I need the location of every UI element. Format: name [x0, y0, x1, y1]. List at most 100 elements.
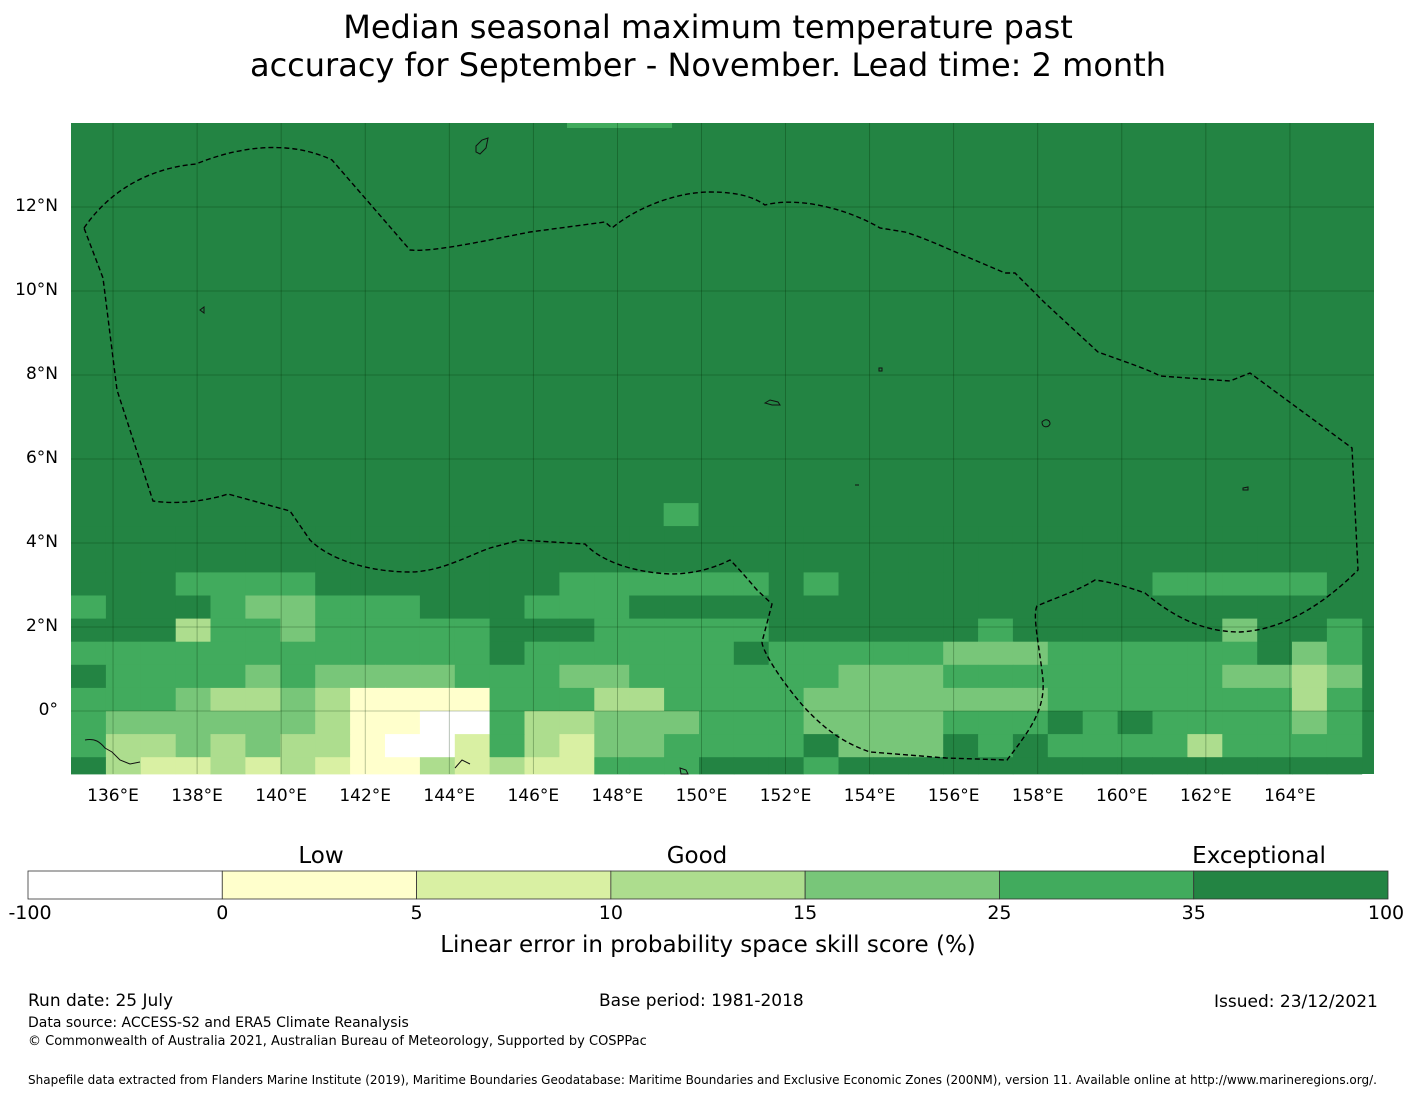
- grid-cell: [978, 549, 1014, 573]
- grid-cell: [315, 757, 351, 775]
- grid-cell: [1326, 641, 1363, 666]
- colorbar-segments: [27, 870, 1389, 900]
- grid-cell: [245, 757, 281, 775]
- grid-cell: [280, 595, 316, 619]
- colorbar-segment: [416, 870, 612, 900]
- grid-cell: [140, 618, 177, 643]
- grid-cell: [1222, 572, 1258, 596]
- grid-cell: [454, 549, 491, 573]
- grid-cell: [1012, 711, 1049, 735]
- grid-cell: [1292, 572, 1328, 596]
- chart-title-line2: accuracy for September - November. Lead …: [249, 46, 1167, 84]
- grid-cell: [350, 595, 386, 619]
- grid-cell: [175, 711, 211, 735]
- colorbar-tick-label: 15: [793, 902, 818, 924]
- grid-cell: [1082, 618, 1118, 643]
- grid-cell: [1047, 664, 1084, 689]
- grid-cell: [1326, 757, 1363, 775]
- grid-cell: [629, 687, 665, 712]
- grid-cell: [733, 757, 770, 775]
- grid-cell: [559, 595, 595, 619]
- grid-cell: [1292, 687, 1328, 712]
- grid-cell: [1292, 549, 1328, 573]
- grid-cell: [978, 618, 1014, 643]
- grid-cell: [210, 526, 246, 550]
- grid-cell: [454, 641, 491, 666]
- grid-cell: [1292, 664, 1328, 689]
- grid-cell: [1152, 618, 1188, 643]
- latitude-label: 8°N: [25, 364, 58, 384]
- grid-cell: [1047, 526, 1084, 550]
- longitude-label: 154°E: [843, 786, 896, 806]
- grid-cell: [385, 526, 421, 550]
- longitude-label: 152°E: [759, 786, 812, 806]
- grid-cell: [1152, 687, 1188, 712]
- grid-cell: [1117, 664, 1153, 689]
- grid-cell: [385, 711, 421, 735]
- grid-cell: [838, 734, 874, 758]
- copyright: © Commonwealth of Australia 2021, Austra…: [28, 1034, 647, 1049]
- grid-cell: [594, 641, 630, 666]
- longitude-label: 146°E: [507, 786, 560, 806]
- category-exceptional: Exceptional: [1192, 843, 1326, 869]
- grid-cell: [1257, 711, 1293, 735]
- grid-cell: [1082, 757, 1118, 775]
- grid-cell: [1047, 618, 1084, 643]
- grid-cell: [1117, 641, 1153, 666]
- grid-cell: [524, 595, 560, 619]
- grid-cell: [105, 711, 142, 735]
- grid-cell: [1117, 526, 1153, 550]
- grid-cell: [1047, 734, 1084, 758]
- grid-cell: [385, 734, 421, 758]
- grid-cell: [1117, 572, 1153, 596]
- grid-cell: [733, 711, 770, 735]
- grid-cell: [489, 757, 525, 775]
- grid-cell: [105, 757, 142, 775]
- grid-cell: [489, 734, 525, 758]
- skill-grid-cells: [71, 123, 1374, 775]
- grid-cell: [978, 711, 1014, 735]
- grid-cell: [1257, 549, 1293, 573]
- grid-cell: [350, 572, 386, 596]
- grid-cell: [664, 595, 700, 619]
- grid-cell: [1012, 595, 1049, 619]
- grid-cell: [1047, 595, 1084, 619]
- grid-cell: [629, 618, 665, 643]
- grid-cell: [71, 711, 107, 735]
- grid-cell: [1326, 595, 1363, 619]
- grid-cell: [1152, 757, 1188, 775]
- grid-cell: [943, 711, 979, 735]
- grid-cell: [245, 687, 281, 712]
- category-good: Good: [666, 843, 728, 869]
- grid-cell: [838, 711, 874, 735]
- grid-cell: [385, 664, 421, 689]
- grid-cell: [489, 711, 525, 735]
- grid-cell: [105, 526, 142, 550]
- colorbar-tick-label: -100: [8, 902, 52, 924]
- grid-cell: [105, 618, 142, 643]
- grid-cell: [419, 757, 456, 775]
- run-date: Run date: 25 July: [28, 991, 174, 1011]
- grid-cell: [664, 687, 700, 712]
- grid-cell: [1012, 664, 1049, 689]
- grid-cell: [1292, 734, 1328, 758]
- grid-cell: [489, 687, 525, 712]
- colorbar-tick-label: 5: [410, 902, 423, 924]
- grid-cell: [594, 572, 630, 596]
- grid-cell: [1012, 757, 1049, 775]
- category-low: Low: [298, 843, 344, 869]
- grid-cell: [140, 641, 177, 666]
- grid-cell: [1082, 595, 1118, 619]
- grid-cell: [699, 549, 735, 573]
- grid-cell: [943, 687, 979, 712]
- grid-cell: [71, 549, 107, 573]
- grid-cell: [385, 618, 421, 643]
- grid-cell: [978, 595, 1014, 619]
- grid-cell: [768, 549, 804, 573]
- grid-cell: [1292, 641, 1328, 666]
- longitude-label: 144°E: [423, 786, 476, 806]
- grid-cell: [629, 595, 665, 619]
- longitude-label: 140°E: [255, 786, 307, 806]
- eez-boundary: [83, 146, 1359, 761]
- grid-cell: [1117, 595, 1153, 619]
